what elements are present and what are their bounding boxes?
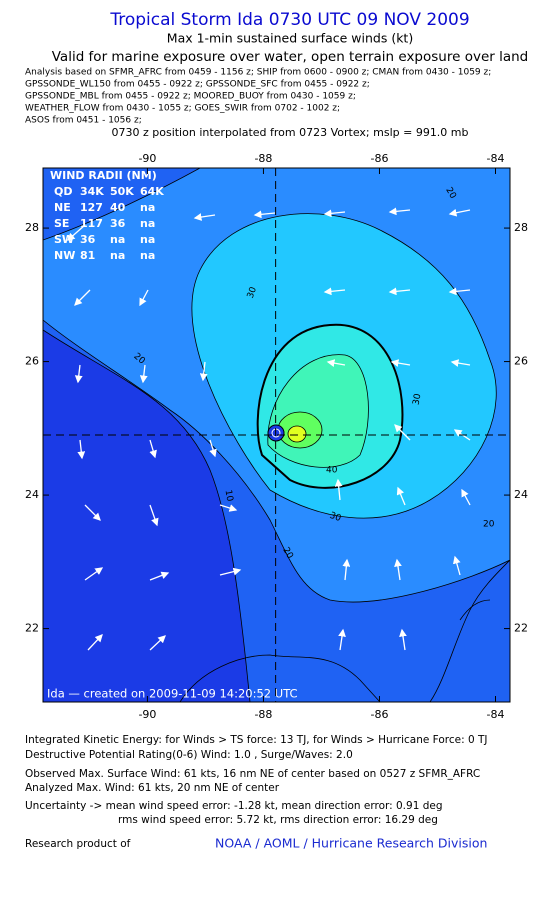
map-frame (42, 167, 511, 703)
y-tick-label: 28 (25, 221, 39, 234)
contour-label: 20 (483, 520, 495, 530)
radii-header: 64K (140, 185, 164, 198)
radii-cell: SE (54, 217, 69, 230)
y-tick-label: 26 (25, 355, 39, 368)
radii-header: 34K (80, 185, 104, 198)
x-tick-label: -88 (254, 152, 272, 165)
y-tick-label: 24 (514, 488, 528, 501)
footer-line: Integrated Kinetic Energy: for Winds > T… (25, 734, 487, 746)
analysis-line: Analysis based on SFMR_AFRC from 0459 - … (25, 68, 491, 78)
radii-cell: 117 (80, 217, 103, 230)
position-note: 0730 z position interpolated from 0723 V… (111, 126, 468, 139)
validity: Valid for marine exposure over water, op… (52, 49, 529, 65)
contour-label: 30 (412, 393, 424, 406)
radii-cell: na (140, 217, 155, 230)
analysis-line: GPSSONDE_WL150 from 0455 - 0922 z; GPSSO… (25, 80, 370, 90)
footer-line: Destructive Potential Rating(0-6) Wind: … (25, 749, 353, 761)
title: Tropical Storm Ida 0730 UTC 09 NOV 2009 (109, 10, 469, 30)
subtitle: Max 1-min sustained surface winds (kt) (167, 31, 413, 46)
y-tick-label: 22 (25, 622, 39, 635)
axes: -90 -90 -88 -88 -86 -86 -84 -84 22 22 24 24 26 26 28 28 (25, 152, 528, 721)
radii-title: WIND RADII (NM) (50, 169, 157, 182)
credit: Ida — created on 2009-11-09 14:20:52 UTC (47, 687, 298, 701)
footer-line: rms wind speed error: 5.72 kt, rms direc… (118, 814, 438, 826)
radii-cell: na (140, 233, 155, 246)
y-tick-label: 24 (25, 488, 39, 501)
analysis-line: WEATHER_FLOW from 0430 - 1055 z; GOES_SW… (25, 104, 340, 114)
radii-cell: SW (54, 233, 74, 246)
footer-line: Analyzed Max. Wind: 61 kts, 20 nm NE of … (25, 782, 280, 794)
wind-radii: WIND RADII (NM) QD 34K 50K 64K NE 127 40 na SE 11… (50, 169, 164, 262)
radii-cell: 127 (80, 201, 103, 214)
contour-label: 40 (326, 466, 338, 476)
org-link[interactable]: NOAA / AOML / Hurricane Research Divisio… (215, 836, 487, 851)
footer-line: Uncertainty -> mean wind speed error: -1… (25, 800, 443, 812)
wind-vectors (67, 207, 471, 651)
radii-cell: 81 (80, 249, 95, 262)
radii-cell: na (110, 249, 125, 262)
x-tick-label: -86 (370, 708, 388, 721)
x-tick-label: -90 (138, 708, 156, 721)
radii-header: QD (54, 185, 72, 198)
x-tick-label: -86 (370, 152, 388, 165)
radii-cell: 40 (110, 201, 126, 214)
radii-cell: NE (54, 201, 71, 214)
x-tick-label: -90 (138, 152, 156, 165)
footer-line: Research product of (25, 838, 131, 850)
x-tick-label: -84 (487, 708, 505, 721)
y-tick-label: 28 (514, 221, 528, 234)
x-tick-label: -88 (254, 708, 272, 721)
contour-label: 30 (328, 511, 342, 524)
radii-cell: na (140, 201, 155, 214)
radii-header: 50K (110, 185, 134, 198)
radii-cell: NW (54, 249, 75, 262)
analysis-line: ASOS from 0451 - 1056 z; (25, 116, 142, 126)
radii-cell: na (110, 233, 125, 246)
wind-field: 20 30 20 30 40 30 10 20 20 WIND RADII (N… (43, 168, 510, 702)
radii-cell: 36 (110, 217, 126, 230)
contour-label: 10 (223, 489, 235, 502)
y-tick-label: 22 (514, 622, 528, 635)
footer-line: Observed Max. Surface Wind: 61 kts, 16 n… (25, 768, 480, 780)
radii-cell: na (140, 249, 155, 262)
x-tick-label: -84 (487, 152, 505, 165)
contour-label: 30 (246, 285, 259, 299)
y-tick-label: 26 (514, 355, 528, 368)
analysis-line: GPSSONDE_MBL from 0455 - 0922 z; MOORED_… (25, 92, 356, 102)
radii-cell: 36 (80, 233, 96, 246)
